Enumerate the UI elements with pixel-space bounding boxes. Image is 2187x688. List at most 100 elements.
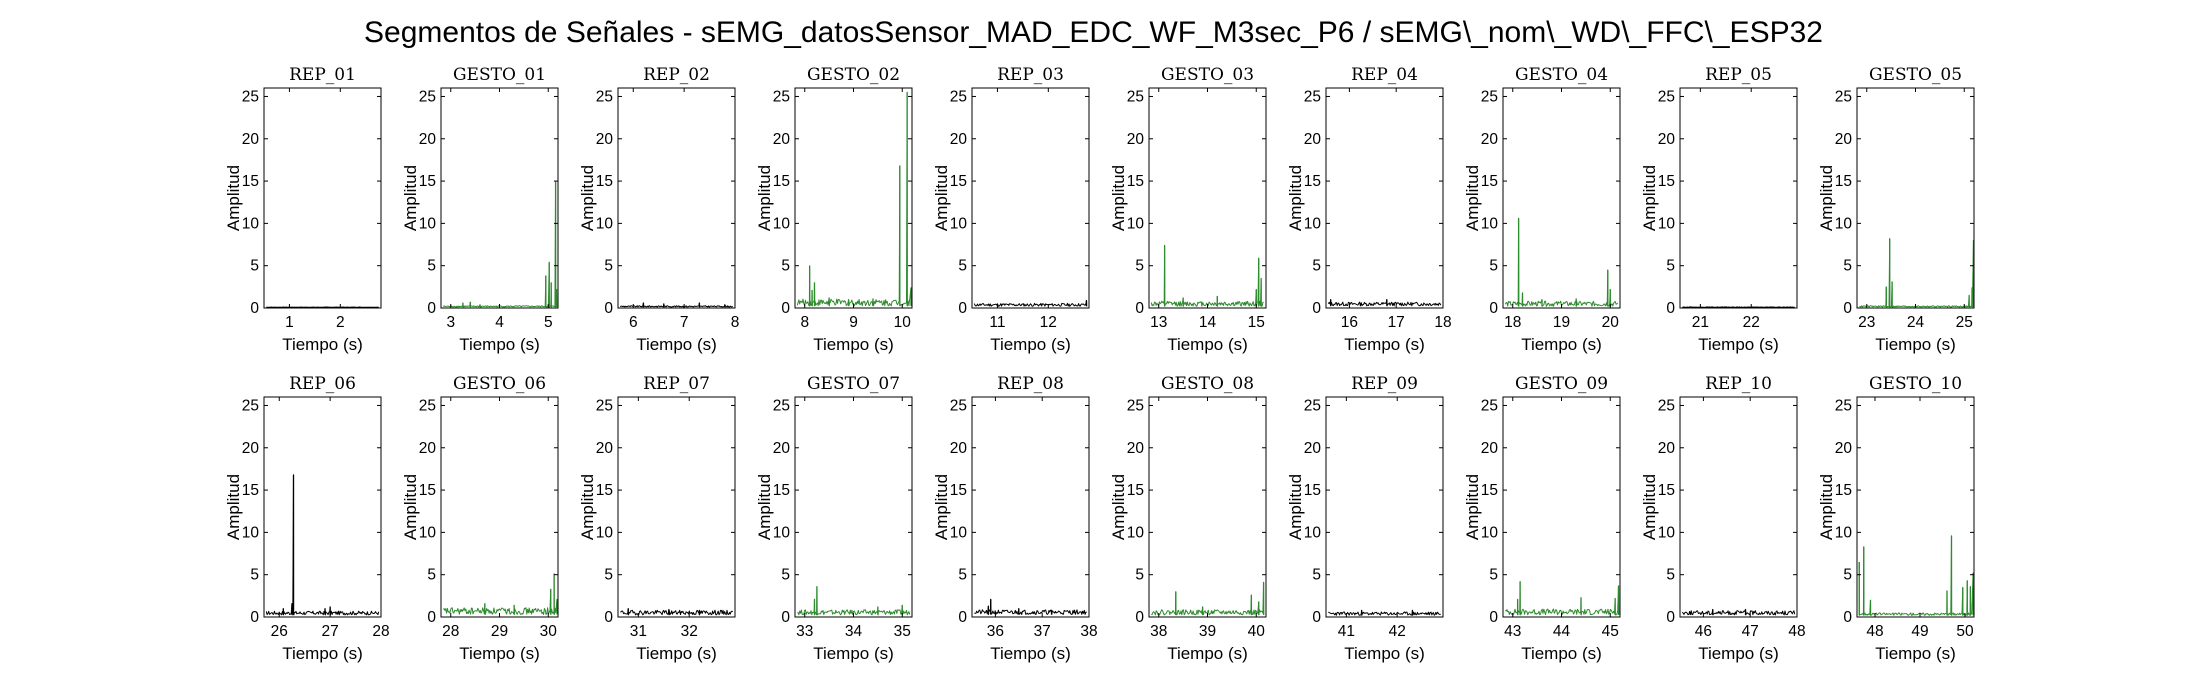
y-tick-label: 10	[1481, 215, 1499, 232]
x-tick-label: 19	[1553, 314, 1570, 331]
signal-line	[620, 608, 733, 616]
x-axis-label: Tiempo (s)	[1521, 644, 1602, 663]
subplot-rep-05: REP_05 0 5 10 15 20 25 21 22 Tiempo (s) Amplitud	[1640, 65, 1798, 354]
x-tick-label: 16	[1341, 314, 1358, 331]
y-tick-label: 20	[1658, 440, 1676, 457]
plot-frame	[263, 396, 382, 618]
x-axis-label: Tiempo (s)	[282, 644, 363, 663]
x-tick-label: 13	[1150, 314, 1167, 331]
y-tick-label: 25	[596, 397, 613, 414]
y-tick-label: 25	[950, 397, 967, 414]
y-tick-label: 20	[242, 440, 260, 457]
y-tick-label: 5	[1312, 258, 1321, 275]
y-tick-label: 15	[242, 173, 259, 190]
y-tick-label: 0	[1489, 609, 1498, 626]
y-tick-label: 20	[1127, 440, 1145, 457]
x-tick-label: 7	[680, 314, 689, 331]
x-tick-label: 11	[989, 314, 1005, 331]
figure-title: Segmentos de Señales - sEMG_datosSensor_…	[364, 16, 1823, 49]
y-tick-label: 25	[1481, 88, 1498, 105]
y-tick-label: 15	[1304, 482, 1321, 499]
y-axis-label: Amplitud	[755, 474, 774, 540]
subplot-title: GESTO_06	[453, 374, 546, 394]
y-tick-label: 10	[1658, 524, 1676, 541]
y-tick-label: 0	[1312, 300, 1321, 317]
y-tick-label: 25	[950, 88, 967, 105]
x-tick-label: 38	[1080, 623, 1097, 640]
y-tick-label: 0	[250, 609, 259, 626]
plot-frame	[971, 396, 1090, 618]
y-tick-label: 15	[419, 482, 436, 499]
x-tick-label: 45	[1602, 623, 1619, 640]
y-tick-label: 20	[596, 131, 614, 148]
y-tick-label: 10	[419, 215, 437, 232]
y-tick-label: 0	[427, 300, 436, 317]
x-axis-label: Tiempo (s)	[459, 644, 540, 663]
signal-line	[442, 181, 558, 308]
y-tick-label: 15	[773, 173, 790, 190]
plot-frame	[440, 87, 559, 309]
signal-line	[1859, 238, 1975, 308]
x-tick-label: 48	[1866, 623, 1883, 640]
y-tick-label: 5	[958, 567, 967, 584]
y-tick-label: 15	[773, 482, 790, 499]
y-tick-label: 10	[773, 215, 791, 232]
y-tick-label: 5	[1666, 258, 1675, 275]
subplot-title: REP_02	[643, 65, 710, 85]
plot-frame	[263, 87, 382, 309]
plot-frame	[1502, 87, 1621, 309]
signal-line	[620, 302, 733, 308]
y-tick-label: 5	[604, 567, 613, 584]
y-tick-label: 20	[419, 440, 437, 457]
y-tick-label: 20	[1127, 131, 1145, 148]
y-tick-label: 5	[604, 258, 613, 275]
x-tick-label: 43	[1504, 623, 1521, 640]
subplot-title: GESTO_08	[1161, 374, 1254, 394]
x-tick-label: 41	[1338, 623, 1355, 640]
subplot-title: GESTO_01	[453, 65, 546, 85]
subplot-title: REP_08	[997, 374, 1064, 394]
x-axis-label: Tiempo (s)	[1344, 335, 1425, 354]
x-tick-label: 15	[1248, 314, 1265, 331]
y-tick-label: 25	[419, 88, 436, 105]
y-tick-label: 20	[1481, 440, 1499, 457]
x-tick-label: 34	[845, 623, 863, 640]
x-tick-label: 4	[495, 314, 504, 331]
y-tick-label: 20	[1658, 131, 1676, 148]
y-tick-label: 25	[773, 397, 790, 414]
y-tick-label: 0	[1312, 609, 1321, 626]
y-tick-label: 25	[242, 397, 259, 414]
y-axis-label: Amplitud	[578, 474, 597, 540]
y-tick-label: 0	[1843, 300, 1852, 317]
y-tick-label: 0	[781, 609, 790, 626]
x-tick-label: 48	[1788, 623, 1805, 640]
plot-frame	[794, 396, 913, 618]
x-tick-label: 39	[1199, 623, 1216, 640]
y-tick-label: 10	[596, 524, 614, 541]
x-tick-label: 1	[285, 314, 294, 331]
x-axis-label: Tiempo (s)	[459, 335, 540, 354]
y-axis-label: Amplitud	[932, 474, 951, 540]
x-tick-label: 3	[446, 314, 455, 331]
y-axis-label: Amplitud	[932, 165, 951, 231]
subplot-rep-08: REP_08 0 5 10 15 20 25 36 37 38 Tiempo (s) Amplitud	[932, 374, 1098, 663]
y-tick-label: 5	[427, 567, 436, 584]
subplot-rep-06: REP_06 0 5 10 15 20 25 26 27 28 Tiempo (s) Amplitud	[224, 374, 390, 663]
y-tick-label: 25	[1127, 397, 1144, 414]
y-tick-label: 15	[596, 173, 613, 190]
y-axis-label: Amplitud	[1109, 474, 1128, 540]
y-tick-label: 10	[1835, 215, 1853, 232]
y-tick-label: 20	[773, 440, 791, 457]
x-axis-label: Tiempo (s)	[813, 335, 894, 354]
x-tick-label: 40	[1248, 623, 1266, 640]
y-tick-label: 25	[596, 88, 613, 105]
subplot-title: REP_01	[289, 65, 356, 85]
y-tick-label: 0	[1843, 609, 1852, 626]
subplot-title: GESTO_09	[1515, 374, 1608, 394]
x-tick-label: 23	[1858, 314, 1875, 331]
x-axis-label: Tiempo (s)	[1167, 335, 1248, 354]
